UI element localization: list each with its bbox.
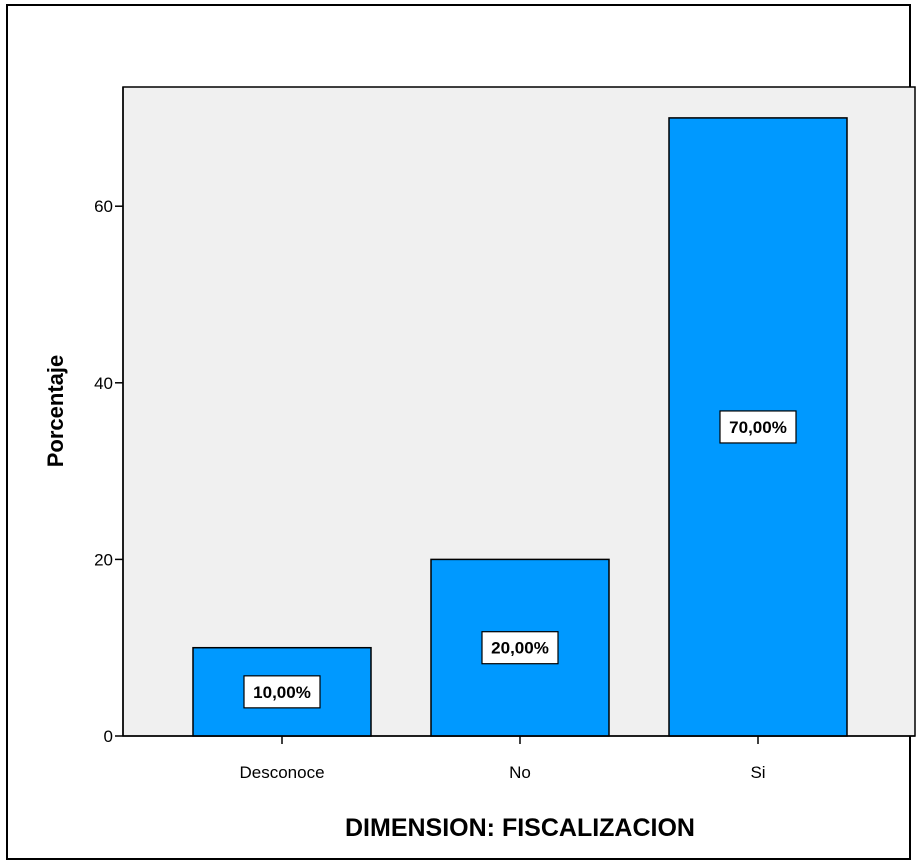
x-axis-title: DIMENSION: FISCALIZACION xyxy=(345,814,695,842)
data-label: 20,00% xyxy=(491,639,549,658)
x-tick-label: Desconoce xyxy=(239,763,324,782)
y-tick-label: 0 xyxy=(104,727,113,746)
y-tick-label: 60 xyxy=(94,197,113,216)
data-label: 10,00% xyxy=(253,683,311,702)
data-label-box xyxy=(243,675,321,709)
y-tick-label: 20 xyxy=(94,550,113,569)
x-tick-label: Si xyxy=(750,763,765,782)
data-label-box xyxy=(719,410,797,444)
x-axis: Desconoce No Si xyxy=(123,735,915,782)
data-label-box xyxy=(481,631,559,665)
y-axis-title: Porcentaje xyxy=(43,355,68,468)
bars-group: 10,00% 20,00% 70,00% xyxy=(192,117,848,737)
y-axis: 0 20 40 60 xyxy=(94,87,124,746)
data-label: 70,00% xyxy=(729,418,787,437)
x-tick-label: No xyxy=(509,763,531,782)
y-tick-label: 40 xyxy=(94,374,113,393)
